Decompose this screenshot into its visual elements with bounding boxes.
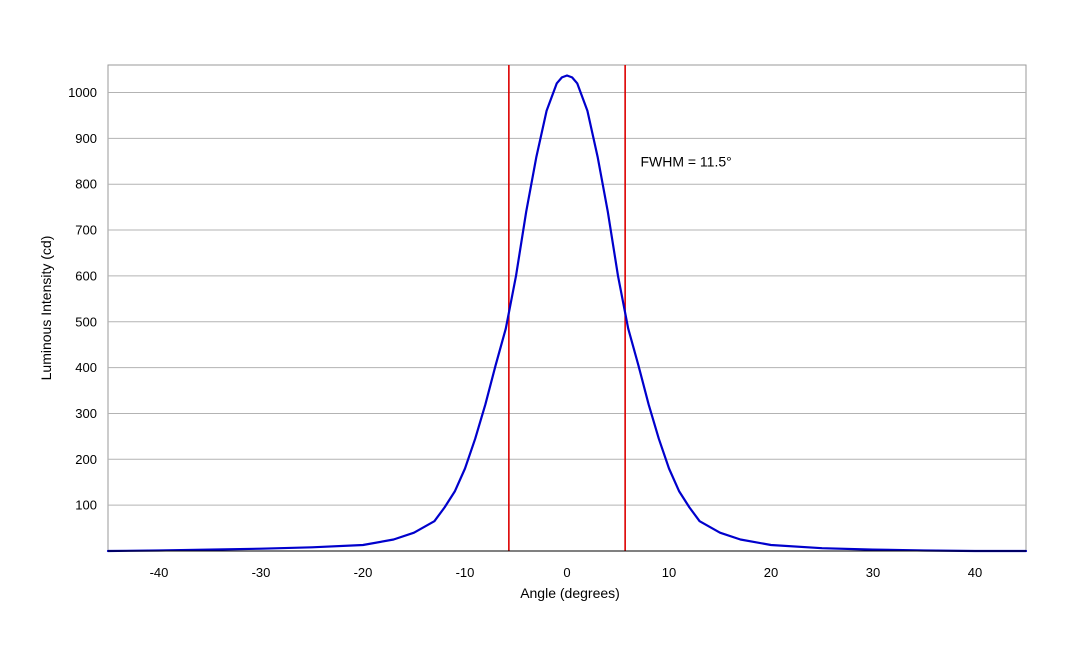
- x-tick-label: 0: [563, 565, 570, 580]
- x-tick-label: -30: [252, 565, 271, 580]
- y-tick-label: 300: [75, 406, 97, 421]
- x-tick-label: -40: [150, 565, 169, 580]
- x-tick-label: 10: [662, 565, 676, 580]
- grid-lines: [108, 92, 1026, 506]
- x-tick-label: 30: [866, 565, 880, 580]
- annotation-layer: FWHM = 11.5°: [640, 153, 731, 169]
- y-tick-label: 500: [75, 314, 97, 329]
- y-tick-label: 600: [75, 268, 97, 283]
- y-tick-label: 200: [75, 452, 97, 467]
- series-line: [106, 74, 1028, 553]
- fwhm-annotation: FWHM = 11.5°: [640, 153, 731, 169]
- x-axis-title: Angle (degrees): [520, 585, 620, 601]
- x-tick-label: -10: [456, 565, 475, 580]
- x-tick-labels: -40 -30 -20 -10 0 10 20 30 40: [150, 565, 983, 580]
- series-layer: [106, 74, 1028, 553]
- x-tick-label: 20: [764, 565, 778, 580]
- y-tick-label: 100: [75, 498, 97, 513]
- y-tick-label: 1000: [68, 85, 97, 100]
- x-tick-label: -20: [354, 565, 373, 580]
- plot-area: [107, 64, 1027, 552]
- y-tick-labels: 100 200 300 400 500 600 700 800 900 1000: [68, 85, 97, 513]
- y-axis-title: Luminous Intensity (cd): [38, 236, 54, 381]
- y-tick-label: 800: [75, 177, 97, 192]
- x-tick-label: 40: [968, 565, 982, 580]
- y-tick-label: 900: [75, 131, 97, 146]
- y-tick-label: 400: [75, 360, 97, 375]
- y-tick-label: 700: [75, 223, 97, 238]
